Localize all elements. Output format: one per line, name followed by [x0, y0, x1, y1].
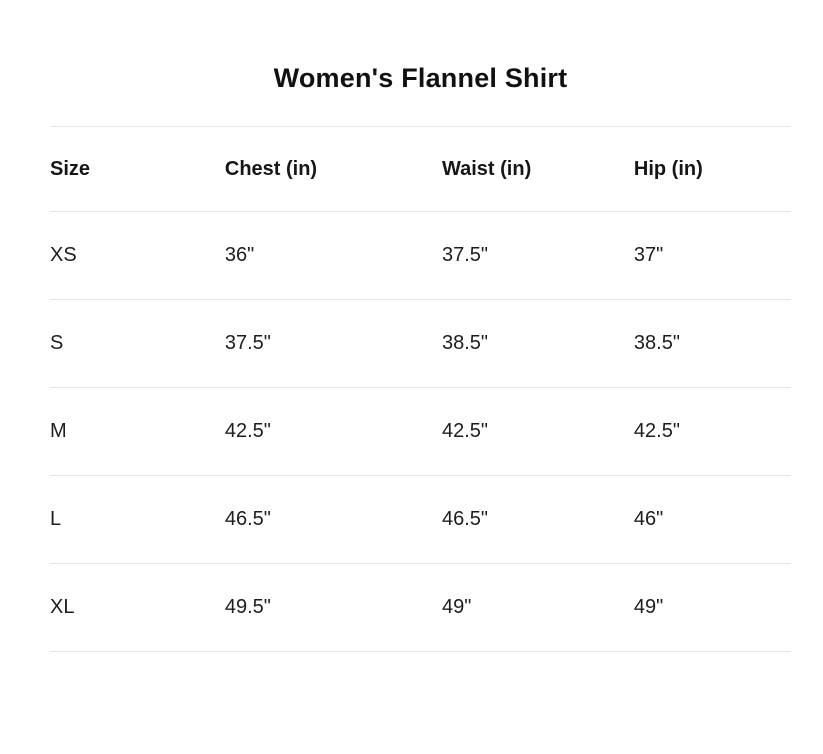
cell-chest: 37.5"	[224, 299, 442, 388]
table-row-xs: XS 36" 37.5" 37"	[50, 211, 791, 300]
column-header-size: Size	[50, 126, 225, 212]
cell-size: XS	[50, 211, 225, 300]
cell-chest: 46.5"	[224, 475, 442, 564]
size-table-header-row: Size Chest (in) Waist (in) Hip (in)	[50, 126, 791, 212]
cell-chest: 36"	[224, 211, 442, 300]
table-row-l: L 46.5" 46.5" 46"	[50, 475, 791, 564]
cell-hip: 42.5"	[633, 387, 791, 476]
cell-chest: 49.5"	[224, 563, 442, 652]
cell-waist: 46.5"	[441, 475, 634, 564]
size-chart: Women's Flannel Shirt Size Chest (in) Wa…	[50, 0, 791, 652]
cell-chest: 42.5"	[224, 387, 442, 476]
table-row-s: S 37.5" 38.5" 38.5"	[50, 299, 791, 388]
cell-hip: 38.5"	[633, 299, 791, 388]
cell-size: S	[50, 299, 225, 388]
cell-hip: 37"	[633, 211, 791, 300]
cell-waist: 49"	[441, 563, 634, 652]
cell-waist: 38.5"	[441, 299, 634, 388]
size-chart-title: Women's Flannel Shirt	[273, 63, 568, 93]
cell-waist: 42.5"	[441, 387, 634, 476]
column-header-chest: Chest (in)	[224, 126, 442, 212]
cell-size: XL	[50, 563, 225, 652]
cell-hip: 46"	[633, 475, 791, 564]
cell-size: M	[50, 387, 225, 476]
column-header-hip: Hip (in)	[633, 126, 791, 212]
cell-hip: 49"	[633, 563, 791, 652]
column-header-waist: Waist (in)	[441, 126, 634, 212]
cell-size: L	[50, 475, 225, 564]
size-table: Size Chest (in) Waist (in) Hip (in) XS 3…	[50, 126, 791, 652]
table-row-xl: XL 49.5" 49" 49"	[50, 563, 791, 652]
cell-waist: 37.5"	[441, 211, 634, 300]
table-row-m: M 42.5" 42.5" 42.5"	[50, 387, 791, 476]
